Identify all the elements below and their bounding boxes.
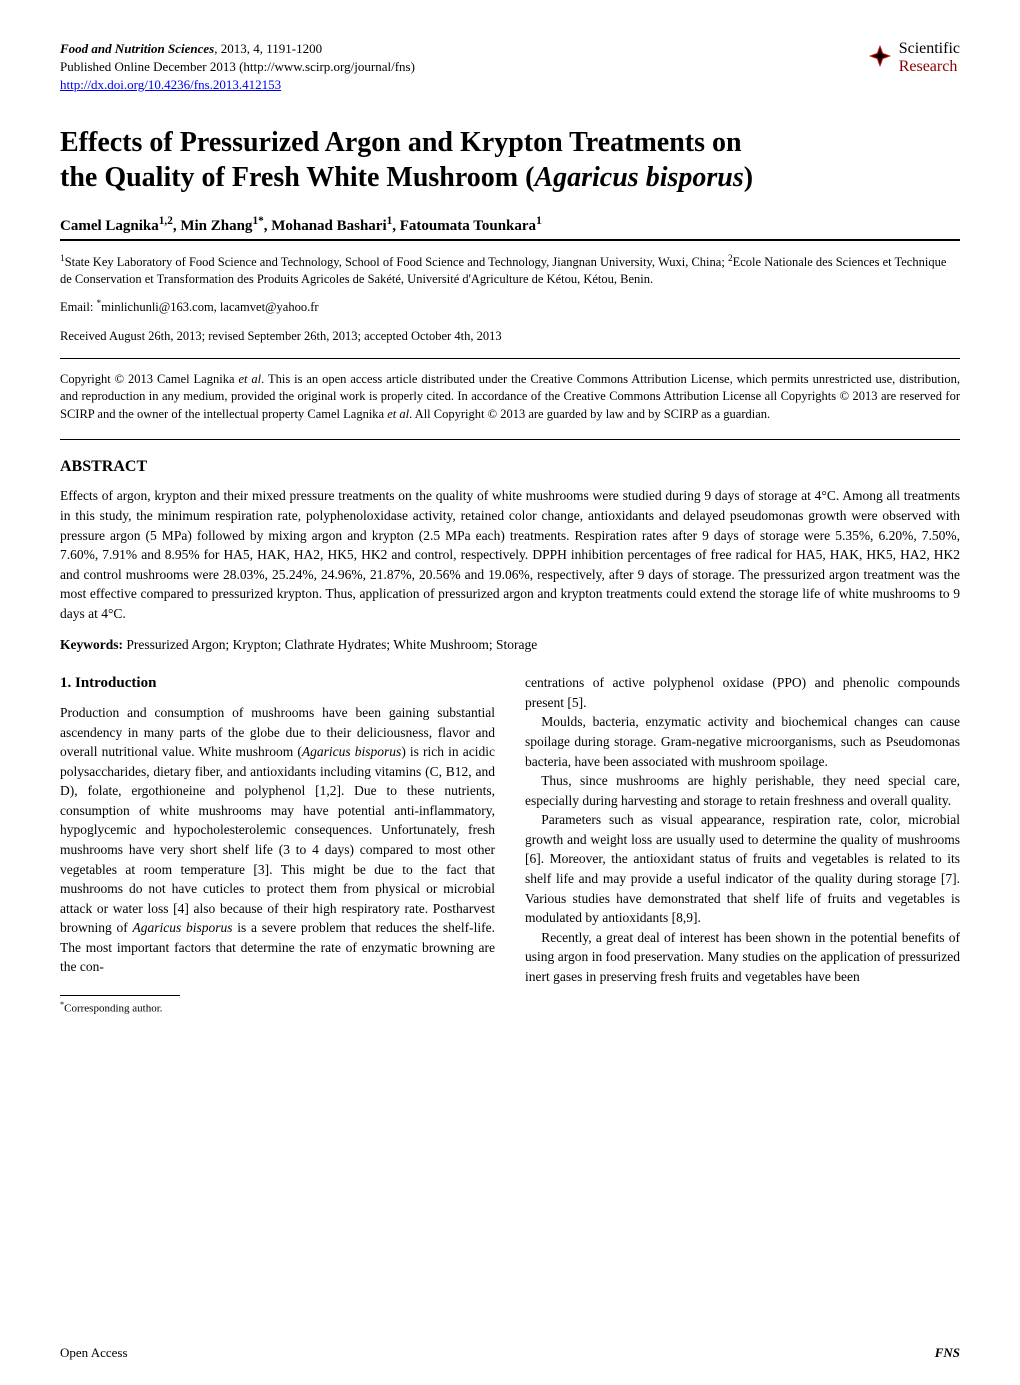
affiliations: 1State Key Laboratory of Food Science an… [60,253,960,289]
two-column-body: 1. Introduction Production and consumpti… [60,673,960,1017]
footer-journal-abbrev: FNS [935,1345,960,1361]
intro-p1-species-1: Agaricus bisporus [302,744,401,759]
author-4: Fatoumata Tounkara [400,218,536,234]
email-label: Email: [60,300,96,314]
publisher-logo: Scientific Research [867,40,960,76]
intro-p3: Thus, since mushrooms are highly perisha… [525,771,960,810]
intro-p1-b: ) is rich in acidic polysaccharides, die… [60,744,495,935]
author-3-sup: 1 [387,215,393,227]
copyright-etal-2: et al [387,407,409,421]
author-2: Min Zhang [180,218,252,234]
email-line: Email: *minlichunli@163.com, lacamvet@ya… [60,299,960,315]
doi-link[interactable]: http://dx.doi.org/10.4236/fns.2013.41215… [60,77,281,92]
journal-info: Food and Nutrition Sciences, 2013, 4, 11… [60,40,415,95]
author-list: Camel Lagnika1,2, Min Zhang1*, Mohanad B… [60,215,960,235]
journal-title: Food and Nutrition Sciences [60,41,214,56]
title-line-1: Effects of Pressurized Argon and Krypton… [60,127,742,158]
aff-1: State Key Laboratory of Food Science and… [65,255,725,269]
intro-heading: 1. Introduction [60,673,495,695]
copyright-etal-1: et al [238,372,261,386]
journal-doi: http://dx.doi.org/10.4236/fns.2013.41215… [60,76,415,94]
publisher-logo-icon [867,43,893,74]
title-species: Agaricus bisporus [534,162,743,193]
keywords: Keywords: Pressurized Argon; Krypton; Cl… [60,637,960,653]
author-2-sup: 1* [252,215,263,227]
intro-p2: Moulds, bacteria, enzymatic activity and… [525,712,960,771]
author-rule [60,239,960,241]
intro-p5: Recently, a great deal of interest has b… [525,928,960,987]
author-4-sup: 1 [536,215,542,227]
author-1-sup: 1,2 [159,215,173,227]
author-1: Camel Lagnika [60,218,159,234]
copyright-suffix: . All Copyright © 2013 are guarded by la… [409,407,770,421]
footnote: *Corresponding author. [60,999,495,1018]
paper-title: Effects of Pressurized Argon and Krypton… [60,125,960,195]
intro-p1: Production and consumption of mushrooms … [60,703,495,977]
footnote-text: Corresponding author. [64,1003,162,1015]
copyright-prefix: Copyright © 2013 Camel Lagnika [60,372,238,386]
footnote-rule [60,995,180,996]
publisher-sci: Scientific [899,40,960,57]
rule-below-copyright [60,439,960,440]
received-dates: Received August 26th, 2013; revised Sept… [60,329,960,344]
title-line-2-prefix: the Quality of Fresh White Mushroom ( [60,162,534,193]
intro-p1-species-2: Agaricus bisporus [132,920,232,935]
title-line-2-suffix: ) [744,162,753,193]
journal-header: Food and Nutrition Sciences, 2013, 4, 11… [60,40,960,95]
footer-open-access: Open Access [60,1345,128,1361]
publisher-name: Scientific Research [899,40,960,76]
header: Food and Nutrition Sciences, 2013, 4, 11… [60,40,960,95]
author-3: Mohanad Bashari [271,218,386,234]
abstract-text: Effects of argon, krypton and their mixe… [60,486,960,623]
journal-published: Published Online December 2013 (http://w… [60,58,415,76]
rule-above-copyright [60,358,960,359]
email-value: minlichunli@163.com, lacamvet@yahoo.fr [101,300,318,314]
abstract-heading: ABSTRACT [60,458,960,476]
column-left: 1. Introduction Production and consumpti… [60,673,495,1017]
journal-line-1: Food and Nutrition Sciences, 2013, 4, 11… [60,40,415,58]
copyright-notice: Copyright © 2013 Camel Lagnika et al. Th… [60,371,960,424]
publisher-res: Research [899,58,958,75]
intro-p4: Parameters such as visual appearance, re… [525,810,960,927]
intro-p1-cont: centrations of active polyphenol oxidase… [525,673,960,712]
column-right: centrations of active polyphenol oxidase… [525,673,960,1017]
keywords-label: Keywords: [60,637,123,652]
journal-issue: , 2013, 4, 1191-1200 [214,41,322,56]
keywords-text: Pressurized Argon; Krypton; Clathrate Hy… [123,637,537,652]
page-footer: Open Access FNS [60,1345,960,1361]
